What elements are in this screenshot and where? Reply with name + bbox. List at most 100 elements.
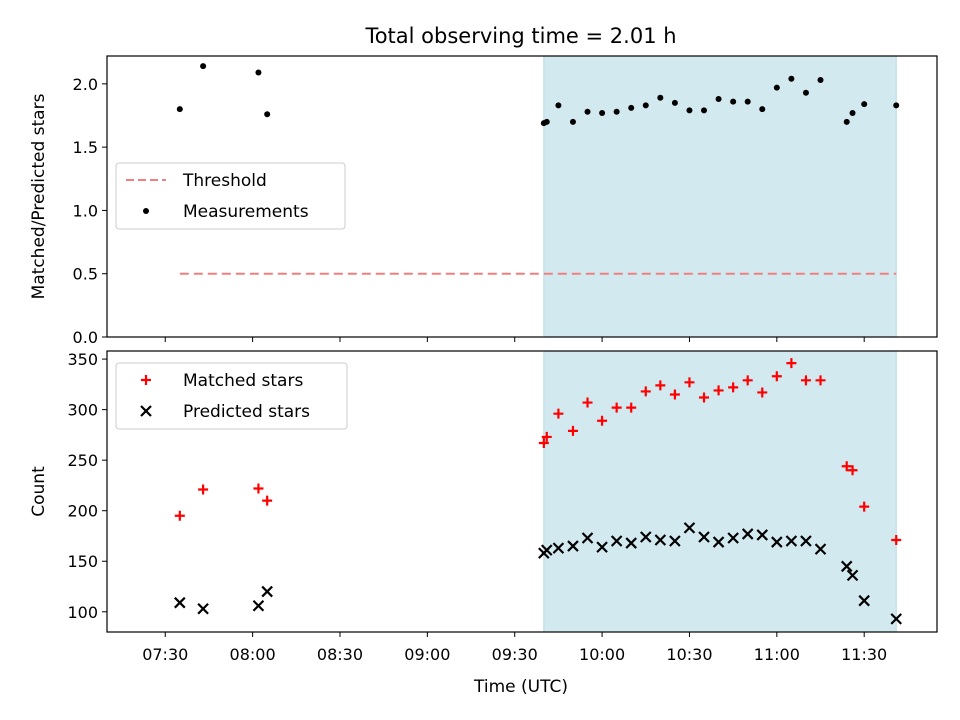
data-point — [253, 483, 264, 494]
data-point — [800, 535, 812, 547]
data-point — [698, 531, 710, 543]
data-point — [669, 535, 681, 547]
data-point — [611, 402, 622, 413]
legend-label: Predicted stars — [183, 402, 310, 422]
data-point — [759, 106, 766, 113]
data-point — [654, 534, 667, 546]
data-point — [788, 75, 795, 82]
data-point — [858, 594, 870, 607]
data-point — [262, 495, 273, 506]
x-tick-label: 09:00 — [404, 645, 450, 664]
data-point — [890, 613, 903, 625]
y-axis-label: Matched/Predicted stars — [29, 93, 49, 299]
data-point — [741, 528, 754, 540]
legend: Matched stars Predicted stars — [115, 362, 348, 430]
data-point — [802, 89, 809, 96]
data-point — [642, 102, 649, 109]
legend-marker-swatch — [141, 375, 151, 385]
data-point — [197, 602, 209, 615]
data-point — [712, 536, 725, 548]
y-tick-label: 300 — [67, 401, 98, 420]
y-tick-label: 1.5 — [73, 138, 98, 157]
data-point — [200, 63, 207, 70]
y-axis-label: Count — [29, 466, 49, 517]
data-point — [655, 380, 666, 391]
data-point — [846, 569, 859, 582]
legend-marker-swatch — [143, 208, 149, 214]
x-axis-label: Time (UTC) — [473, 677, 568, 697]
data-point — [261, 585, 273, 598]
data-point — [538, 437, 549, 448]
data-point — [567, 540, 579, 552]
data-point — [541, 431, 552, 442]
data-point — [771, 371, 782, 382]
data-point — [555, 102, 562, 109]
data-point — [756, 529, 769, 541]
data-point — [817, 77, 824, 84]
y-tick-label: 0.5 — [73, 265, 98, 284]
x-tick-label: 11:00 — [754, 645, 800, 664]
data-point — [684, 377, 695, 388]
y-tick-label: 200 — [67, 502, 98, 521]
data-point — [730, 98, 737, 105]
data-point — [625, 537, 637, 549]
data-point — [727, 532, 739, 544]
data-point — [613, 108, 620, 115]
count-panel: 100 150 200 250 300 350 07:30 08:00 08:30 09:00 09… — [29, 350, 938, 664]
observing-interval-shade — [543, 55, 897, 338]
data-point — [715, 96, 722, 103]
data-point — [683, 522, 696, 534]
y-tick-label: 150 — [67, 552, 98, 571]
axes-frame — [106, 55, 938, 338]
legend-label: Matched stars — [183, 371, 303, 391]
data-point — [582, 397, 593, 408]
x-tick-label: 10:00 — [579, 645, 625, 664]
data-point — [255, 69, 262, 76]
data-point — [699, 392, 710, 403]
legend-box — [115, 362, 348, 430]
data-point — [640, 386, 651, 397]
data-point — [800, 375, 811, 386]
data-point — [626, 402, 637, 413]
data-point — [786, 358, 797, 369]
data-point — [840, 560, 853, 573]
data-point — [569, 118, 576, 125]
data-point — [596, 541, 608, 553]
data-point — [671, 99, 678, 106]
data-point — [771, 536, 783, 548]
data-point — [252, 599, 265, 612]
data-point — [891, 535, 902, 546]
data-point — [264, 111, 271, 118]
x-tick-label: 11:30 — [841, 645, 887, 664]
y-tick-label: 100 — [67, 603, 98, 622]
data-point — [847, 465, 858, 476]
x-tick-label: 07:30 — [142, 645, 188, 664]
data-point — [584, 108, 591, 115]
data-point — [639, 531, 652, 543]
data-point — [543, 118, 550, 125]
data-point — [728, 382, 739, 393]
data-point — [773, 84, 780, 91]
data-point — [713, 385, 724, 396]
data-point — [814, 543, 827, 555]
x-tick-label: 09:30 — [492, 645, 538, 664]
data-point — [553, 408, 564, 419]
data-point — [843, 118, 850, 125]
legend-label: Threshold — [182, 171, 267, 191]
ratio-panel: 0.0 0.5 1.0 1.5 2.0 Matched/Predicted stars Th… — [29, 55, 938, 347]
y-tick-label: 250 — [67, 451, 98, 470]
data-point — [599, 109, 606, 116]
legend-box — [115, 162, 346, 230]
data-point — [176, 106, 183, 113]
data-point — [174, 596, 186, 609]
data-point — [540, 544, 553, 556]
data-point — [841, 461, 852, 472]
series-measurements — [176, 63, 900, 127]
data-point — [757, 387, 768, 398]
axes-frame — [106, 350, 938, 633]
series-predicted-stars — [174, 522, 903, 625]
data-point — [893, 102, 900, 109]
data-point — [744, 98, 751, 105]
x-tick-label: 10:30 — [666, 645, 712, 664]
